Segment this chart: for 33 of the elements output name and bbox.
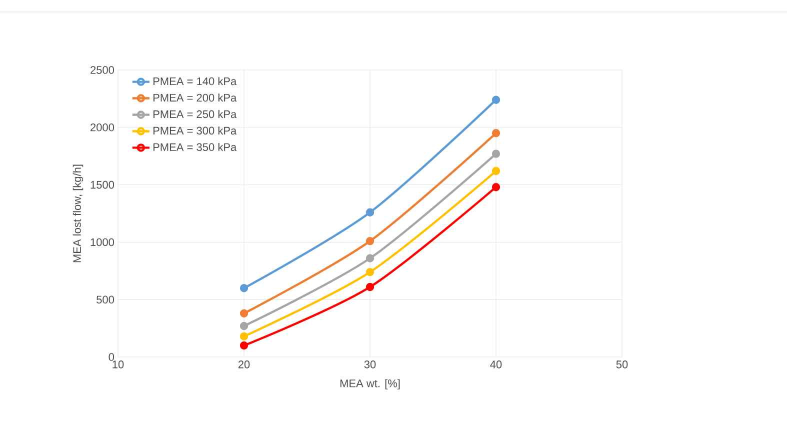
y-tick-label: 2000 [90, 124, 114, 132]
y-tick-label: 1500 [90, 180, 114, 189]
point [240, 341, 248, 350]
legend-label: PMEA = 200 kPa [153, 94, 237, 102]
point [240, 322, 248, 330]
point [366, 268, 374, 276]
legend-label: PMEA = 350 kPa [153, 142, 237, 152]
point [492, 166, 500, 176]
point [366, 282, 374, 292]
x-tick-label: 50 [616, 360, 628, 368]
point [492, 96, 500, 104]
x-tick-label: 10 [112, 360, 124, 368]
point [366, 254, 374, 262]
y-tick-label: 0 [108, 353, 114, 361]
point [240, 309, 248, 318]
point [492, 150, 500, 158]
y-axis-title: MEA lost flow, [kg/h] [72, 164, 84, 262]
legend-label: PMEA = 250 kPa [153, 110, 237, 118]
point [492, 182, 500, 192]
y-tick-label: 500 [96, 296, 114, 304]
point [492, 129, 500, 138]
legend-label: PMEA = 300 kPa [153, 126, 237, 135]
legend-label: PMEA = 140 kPa [153, 77, 237, 86]
y-tick-label: 2500 [90, 66, 114, 74]
point [366, 208, 374, 216]
point [366, 236, 374, 246]
x-tick-label: 20 [238, 360, 250, 368]
point [240, 332, 248, 340]
y-tick-label: 1000 [90, 238, 114, 246]
x-tick-label: 40 [490, 360, 502, 368]
point [240, 284, 248, 292]
x-axis-title: MEA wt. [%] [340, 379, 400, 390]
x-tick-label: 30 [364, 360, 376, 368]
